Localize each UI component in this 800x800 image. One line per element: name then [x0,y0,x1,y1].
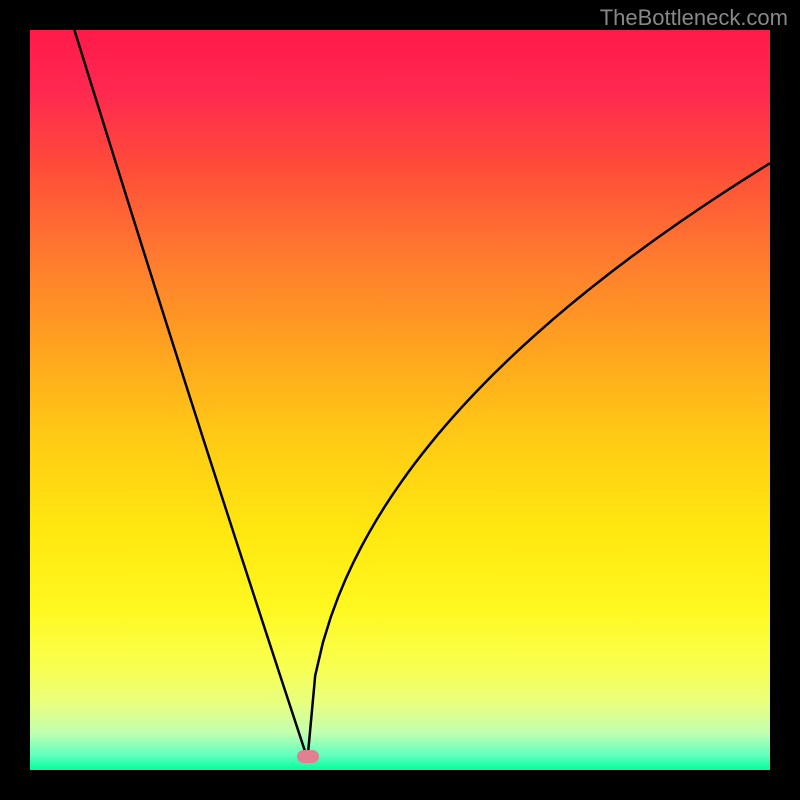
watermark-text: TheBottleneck.com [600,5,788,31]
optimal-point-marker [297,750,319,763]
chart-area [30,30,770,770]
gradient-background [30,30,770,770]
